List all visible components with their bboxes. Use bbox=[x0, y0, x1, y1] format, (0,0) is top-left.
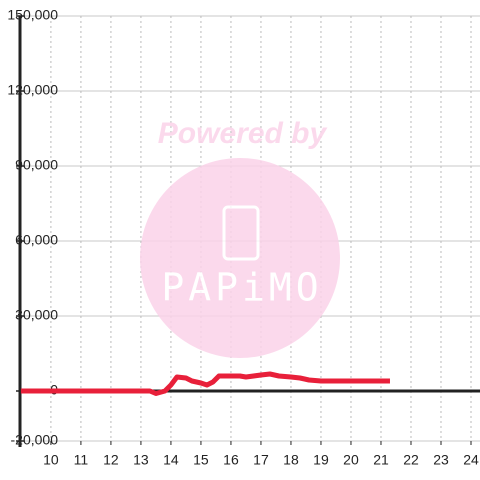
x-tick-label: 19 bbox=[313, 452, 329, 468]
y-tick-label: 60,000 bbox=[15, 232, 58, 248]
y-tick-label: 30,000 bbox=[15, 307, 58, 323]
data-line bbox=[20, 371, 390, 396]
x-tick-label: 16 bbox=[223, 452, 239, 468]
watermark-logo: PAPiMO bbox=[161, 266, 322, 310]
y-tick-label: -20,000 bbox=[11, 432, 59, 448]
x-tick-label: 20 bbox=[343, 452, 359, 468]
x-tick-label: 18 bbox=[283, 452, 299, 468]
x-tick-label: 22 bbox=[403, 452, 419, 468]
x-tick-label: 14 bbox=[163, 452, 179, 468]
x-tick-label: 12 bbox=[103, 452, 119, 468]
x-tick-label: 17 bbox=[253, 452, 269, 468]
watermark: Powered by PAPiMO bbox=[140, 117, 340, 358]
x-tick-label: 11 bbox=[74, 452, 89, 468]
x-tick-label: 15 bbox=[193, 452, 209, 468]
x-tick-label: 13 bbox=[133, 452, 149, 468]
x-tick-label: 23 bbox=[433, 452, 449, 468]
x-tick-label: 21 bbox=[373, 452, 389, 468]
x-tick-label: 10 bbox=[43, 452, 59, 468]
watermark-text: Powered by bbox=[158, 117, 328, 150]
y-tick-label: 90,000 bbox=[15, 157, 58, 173]
x-tick-label: 24 bbox=[463, 452, 479, 468]
y-tick-label: 150,000 bbox=[7, 7, 58, 23]
watermark-phone bbox=[222, 205, 260, 261]
y-tick-label: 120,000 bbox=[7, 82, 58, 98]
